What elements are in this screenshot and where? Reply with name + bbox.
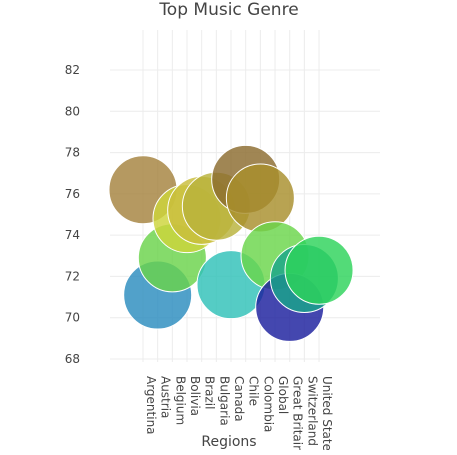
- y-tick-label: 80: [65, 104, 80, 118]
- bubble-point[interactable]: [225, 163, 295, 233]
- y-tick-label: 78: [65, 146, 80, 160]
- x-tick-label: Global: [276, 376, 290, 414]
- x-tick-label: Bulgaria: [217, 376, 231, 426]
- x-tick-label: United States: [320, 376, 334, 450]
- y-tick-label: 82: [65, 63, 80, 77]
- x-tick-label: Great Britain: [291, 376, 305, 450]
- x-tick-label: Chile: [247, 376, 261, 406]
- x-tick-label: Brazil: [203, 376, 217, 410]
- x-tick-label: Austria: [159, 376, 173, 418]
- y-tick-label: 72: [65, 269, 80, 283]
- x-tick-label: Argentina: [144, 376, 158, 435]
- x-tick-label: Bolivia: [188, 376, 202, 416]
- y-tick-label: 68: [65, 352, 80, 366]
- y-tick-label: 74: [65, 228, 80, 242]
- x-tick-label: Belgium: [173, 376, 187, 425]
- x-axis-ticks: Argentina Austria Belgium Bolivia Brazil Bulg…: [144, 376, 334, 455]
- x-tick-label: Canada: [232, 376, 246, 422]
- y-tick-label: 76: [65, 187, 80, 201]
- x-tick-label: Colombia: [261, 376, 275, 432]
- y-tick-label: 70: [65, 311, 80, 325]
- chart-title: Top Music Genre: [158, 0, 298, 20]
- bubble-point[interactable]: [284, 235, 354, 305]
- x-axis-title: Regions: [201, 434, 256, 450]
- x-tick-label: Switzerland: [305, 376, 319, 446]
- y-axis-ticks: 68 70 72 74 76 78 80 82: [65, 63, 80, 366]
- bubble-layer: [108, 144, 354, 342]
